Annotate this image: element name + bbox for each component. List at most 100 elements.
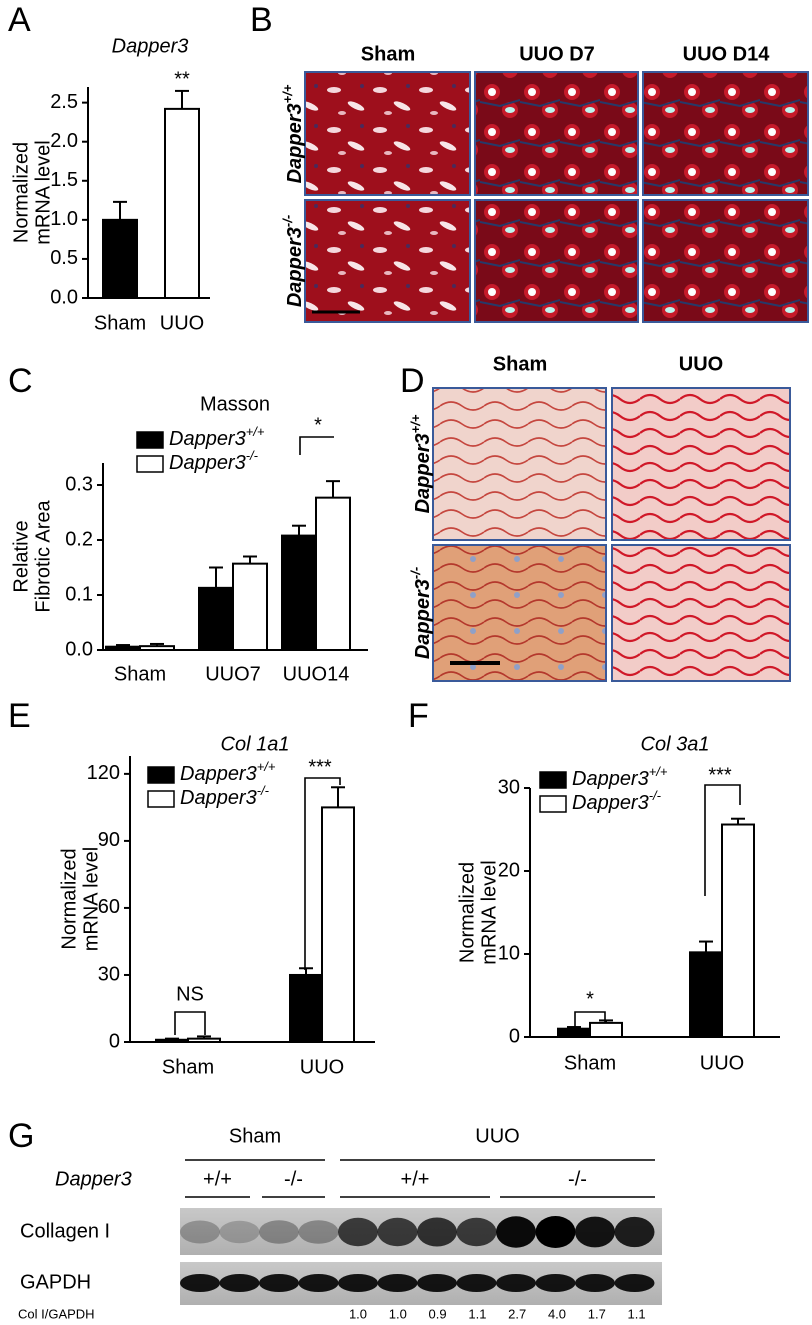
y-tick-label: 1.5: [50, 169, 78, 191]
y-tick-label: 120: [87, 762, 120, 784]
bar: [164, 107, 200, 299]
band: [338, 1274, 378, 1292]
bar: [557, 1027, 591, 1038]
column-label: UUO D7: [519, 43, 595, 65]
bar: [589, 1021, 623, 1039]
legend-swatch: [147, 766, 175, 784]
y-tick-label: 10: [498, 942, 520, 964]
legend-label-name: Dapper3: [180, 787, 257, 809]
y-tick-label: 0.1: [65, 583, 93, 605]
row-label-name: Dapper3: [412, 433, 434, 513]
panel-letter: F: [408, 697, 429, 735]
significance-bracket: [704, 784, 741, 896]
band: [535, 1216, 576, 1248]
band: [456, 1274, 497, 1292]
x-tick-label: UUO7: [205, 663, 261, 685]
legend-label-name: Dapper3: [169, 428, 246, 450]
bar: [155, 1038, 189, 1043]
y-tick-label: 90: [98, 829, 120, 851]
row-label-name: Dapper3: [412, 579, 434, 659]
panel-letter: B: [250, 1, 273, 39]
band: [417, 1217, 457, 1247]
legend-label: Dapper3+/+: [572, 764, 668, 790]
group-label: Sham: [229, 1125, 281, 1147]
band: [614, 1274, 655, 1292]
legend-label-name: Dapper3: [572, 792, 649, 814]
ratio-value: 1.0: [389, 1306, 407, 1321]
x-tick-label: UUO: [160, 312, 204, 334]
x-tick-label: UUO: [300, 1056, 344, 1078]
y-tick-label: 30: [498, 776, 520, 798]
legend-label-superscript: -/-: [246, 448, 259, 463]
genotype: -/-: [284, 1168, 303, 1190]
column-label: UUO D14: [683, 43, 771, 65]
bar: [232, 562, 268, 652]
x-tick-label: UUO14: [283, 663, 350, 685]
band: [298, 1220, 339, 1244]
x-tick-label: Sham: [162, 1056, 214, 1078]
band: [219, 1220, 260, 1244]
blot-label: Collagen I: [20, 1220, 110, 1242]
ratio-value: 1.1: [628, 1306, 646, 1321]
column-label: Sham: [493, 353, 547, 375]
ratio-value: 1.7: [588, 1306, 606, 1321]
legend-label-superscript: +/+: [246, 424, 265, 439]
significance-bracket: [304, 777, 341, 970]
x-tick-label: Sham: [114, 663, 166, 685]
y-tick-label: 2.5: [50, 91, 78, 113]
y-tick-label: 30: [98, 963, 120, 985]
bar: [289, 973, 323, 1043]
band: [456, 1217, 497, 1247]
legend-label-superscript: -/-: [257, 783, 270, 798]
y-tick-label: 0.0: [50, 286, 78, 308]
band: [338, 1217, 378, 1247]
bar: [105, 645, 141, 652]
significance-bracket: [574, 1011, 606, 1027]
band: [575, 1216, 615, 1248]
bar: [198, 586, 234, 651]
ratio-value: 1.0: [349, 1306, 367, 1321]
row-label: Dapper3+/+: [280, 84, 306, 183]
histology-b: [304, 71, 809, 323]
annotation: ***: [708, 764, 732, 786]
genotype-label: Dapper3: [55, 1168, 132, 1190]
genotype: +/+: [401, 1168, 430, 1190]
legend-label: Dapper3-/-: [169, 448, 259, 474]
annotation: NS: [176, 983, 204, 1005]
y-tick-label: 0: [109, 1030, 120, 1052]
band: [575, 1274, 615, 1292]
band: [377, 1217, 418, 1247]
band: [377, 1274, 418, 1292]
chart-title: Col 1a1: [221, 733, 290, 755]
bar: [721, 823, 755, 1039]
row-label-name: Dapper3: [284, 103, 306, 183]
ratio-value: 1.1: [468, 1306, 486, 1321]
bar: [315, 496, 351, 651]
y-axis-label: Normalized: [58, 848, 80, 949]
band: [180, 1220, 220, 1244]
panel-letter: A: [8, 1, 31, 39]
row-label-superscript: -/-: [408, 567, 423, 579]
band: [535, 1274, 576, 1292]
panel-letter: G: [8, 1117, 34, 1155]
panel-letter: E: [8, 697, 31, 735]
band: [219, 1274, 260, 1292]
row-label-name: Dapper3: [284, 227, 306, 307]
legend-label: Dapper3+/+: [180, 759, 276, 785]
y-tick-label: 20: [498, 859, 520, 881]
y-tick-label: 1.0: [50, 208, 78, 230]
y-axis-label: mRNA level: [80, 847, 102, 951]
panel-letter: C: [8, 362, 33, 400]
legend-label-name: Dapper3: [572, 768, 649, 790]
legend-swatch: [136, 455, 164, 473]
y-tick-label: 0.5: [50, 247, 78, 269]
legend-label-superscript: +/+: [257, 759, 276, 774]
y-tick-label: 0.2: [65, 528, 93, 550]
blot-label: GAPDH: [20, 1271, 91, 1293]
y-tick-label: 0: [509, 1025, 520, 1047]
group-label: UUO: [475, 1125, 519, 1147]
bar: [689, 951, 723, 1039]
y-axis-label: Normalized: [456, 862, 478, 963]
row-label-superscript: +/+: [408, 414, 423, 433]
